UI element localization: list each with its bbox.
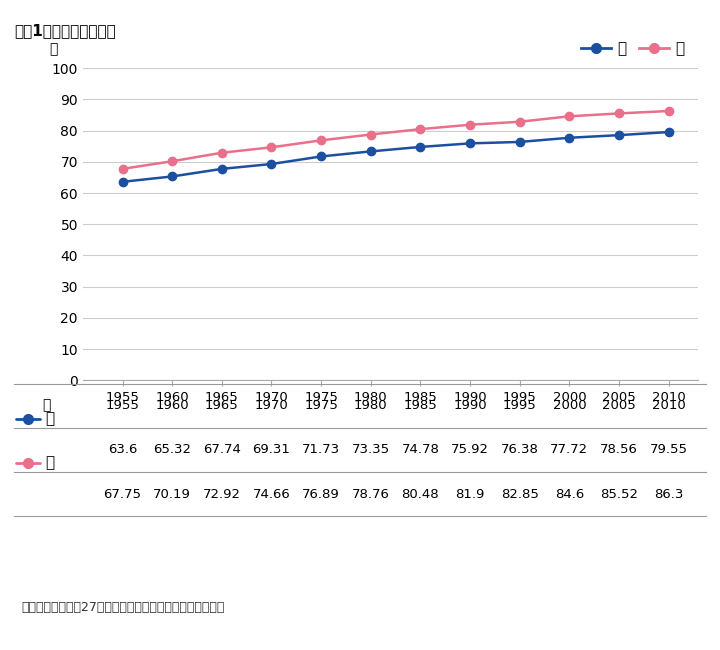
Text: 84.6: 84.6 (554, 488, 584, 500)
Text: 女: 女 (45, 456, 55, 471)
Text: 1990: 1990 (453, 399, 487, 412)
Text: 2000: 2000 (552, 399, 586, 412)
Text: 69.31: 69.31 (253, 443, 290, 456)
Text: 75.92: 75.92 (451, 443, 489, 456)
Text: 1970: 1970 (255, 399, 288, 412)
Text: 74.66: 74.66 (253, 488, 290, 500)
Text: 1960: 1960 (156, 399, 189, 412)
Text: 85.52: 85.52 (600, 488, 638, 500)
Text: 76.38: 76.38 (500, 443, 539, 456)
Text: 74.78: 74.78 (402, 443, 439, 456)
Text: 2005: 2005 (602, 399, 636, 412)
Text: 1985: 1985 (403, 399, 437, 412)
Text: 67.74: 67.74 (203, 443, 240, 456)
Text: 82.85: 82.85 (500, 488, 539, 500)
Text: 71.73: 71.73 (302, 443, 340, 456)
Text: 年: 年 (42, 398, 51, 413)
Text: 2010: 2010 (652, 399, 685, 412)
Text: 63.6: 63.6 (108, 443, 138, 456)
Text: 78.76: 78.76 (352, 488, 390, 500)
Text: 1965: 1965 (205, 399, 239, 412)
Text: 86.3: 86.3 (654, 488, 683, 500)
Text: 1995: 1995 (503, 399, 536, 412)
Text: 1955: 1955 (106, 399, 140, 412)
Text: 81.9: 81.9 (455, 488, 485, 500)
Text: 男: 男 (45, 411, 55, 426)
Text: 73.35: 73.35 (351, 443, 390, 456)
Text: 79.55: 79.55 (649, 443, 688, 456)
Text: 70.19: 70.19 (153, 488, 191, 500)
Text: 72.92: 72.92 (203, 488, 240, 500)
Text: 歳: 歳 (49, 42, 58, 56)
Text: 67.75: 67.75 (104, 488, 142, 500)
Text: 80.48: 80.48 (402, 488, 439, 500)
Text: 78.56: 78.56 (600, 443, 638, 456)
Text: 65.32: 65.32 (153, 443, 192, 456)
Text: 厚生労働省「平成27年　簡易生命表の概况」より著者作成: 厚生労働省「平成27年 簡易生命表の概况」より著者作成 (22, 601, 225, 614)
Text: 図表1　平均对命の推移: 図表1 平均对命の推移 (14, 23, 116, 38)
Text: 1975: 1975 (304, 399, 338, 412)
Text: 76.89: 76.89 (302, 488, 340, 500)
Text: 1980: 1980 (354, 399, 387, 412)
Text: 77.72: 77.72 (550, 443, 588, 456)
Legend: 男, 女: 男, 女 (575, 35, 690, 62)
